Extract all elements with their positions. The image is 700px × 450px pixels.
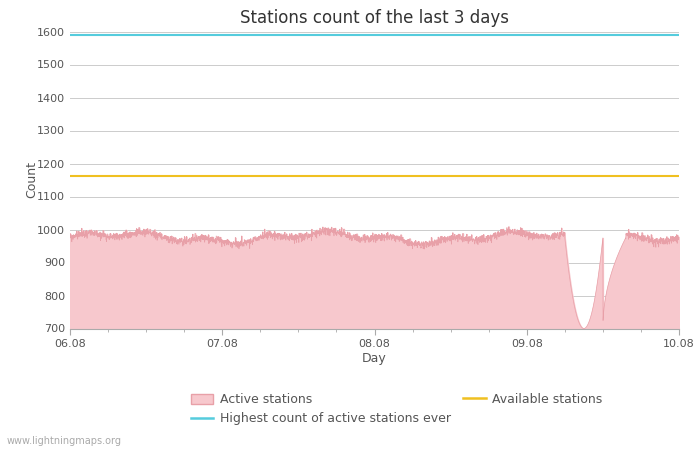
Text: www.lightningmaps.org: www.lightningmaps.org <box>7 436 122 446</box>
Legend: Active stations, Highest count of active stations ever, Available stations: Active stations, Highest count of active… <box>186 388 607 431</box>
Title: Stations count of the last 3 days: Stations count of the last 3 days <box>240 9 509 27</box>
Y-axis label: Count: Count <box>25 162 38 198</box>
X-axis label: Day: Day <box>362 352 387 365</box>
